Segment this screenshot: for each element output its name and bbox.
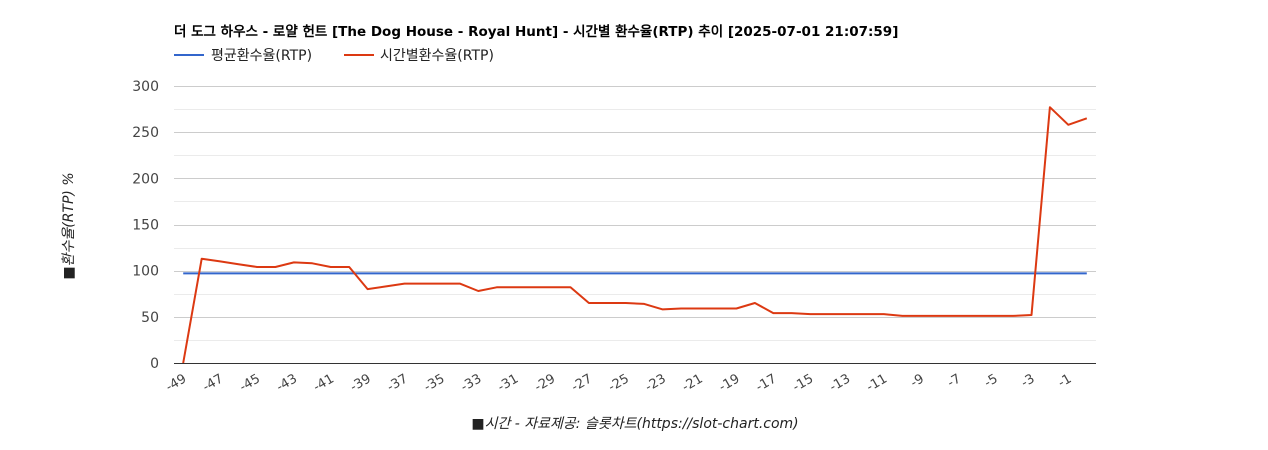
x-tick-label: -33: [458, 371, 484, 395]
series-layer: [182, 106, 1088, 364]
x-tick-label: -9: [908, 371, 927, 390]
x-tick-label: -49: [163, 371, 189, 395]
x-tick-label: -41: [311, 371, 337, 395]
x-tick-label: -13: [827, 371, 853, 395]
x-tick-label: -37: [385, 371, 411, 395]
y-tick-label: 0: [150, 356, 159, 372]
x-tick-label: -31: [495, 371, 521, 395]
x-tick-label: -21: [680, 371, 706, 395]
legend-label-average: 평균환수율(RTP): [211, 48, 312, 64]
x-tick-label: -27: [569, 371, 595, 395]
x-tick-label: -1: [1056, 371, 1075, 390]
legend-label-hourly: 시간별환수율(RTP): [380, 48, 494, 64]
y-tick-label: 50: [141, 310, 159, 326]
y-tick-label: 100: [132, 264, 159, 280]
x-tick-label: -11: [864, 371, 890, 395]
legend: 평균환수율(RTP) 시간별환수율(RTP): [174, 48, 494, 64]
y-axis-title: ■환수율(RTP) %: [61, 172, 77, 279]
x-tick-label: -7: [945, 371, 964, 390]
x-tick-label: -15: [790, 371, 816, 395]
x-tick-label: -23: [643, 371, 669, 395]
x-tick-label: -5: [982, 371, 1001, 390]
chart-title: 더 도그 하우스 - 로얄 헌트 [The Dog House - Royal …: [174, 23, 898, 40]
y-axis-ticks: 0 50 100 150 200 250 300: [132, 79, 159, 372]
series-line-hourly: [182, 106, 1088, 364]
x-tick-label: -3: [1019, 371, 1038, 390]
x-tick-label: -47: [200, 371, 226, 395]
x-tick-label: -25: [606, 371, 632, 395]
y-tick-label: 150: [132, 218, 159, 234]
x-axis-ticks: -49 -47 -45 -43 -41 -39 -37 -35 -33 -31 -29 -27 -25-…: [163, 371, 1074, 395]
x-tick-label: -29: [532, 371, 558, 395]
grid: [174, 86, 1096, 341]
y-tick-label: 300: [132, 79, 159, 95]
x-tick-label: -45: [237, 371, 263, 395]
x-tick-label: -35: [421, 371, 447, 395]
legend-item-hourly[interactable]: 시간별환수율(RTP): [344, 48, 494, 64]
x-tick-label: -39: [348, 371, 374, 395]
y-tick-label: 250: [132, 125, 159, 141]
x-tick-label: -19: [717, 371, 743, 395]
x-axis-title: ■시간 - 자료제공: 슬롯차트(https://slot-chart.com): [471, 416, 798, 432]
y-tick-label: 200: [132, 171, 159, 187]
x-tick-label: -17: [753, 371, 779, 395]
x-tick-label: -43: [274, 371, 300, 395]
legend-item-average[interactable]: 평균환수율(RTP): [174, 48, 312, 64]
